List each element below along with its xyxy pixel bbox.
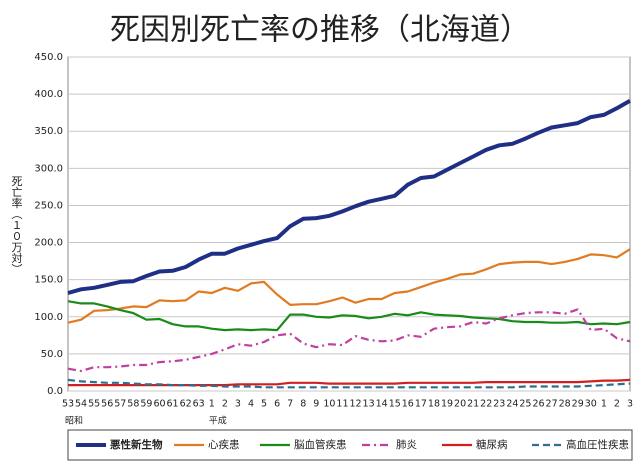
x-tick-label: 17: [415, 399, 427, 410]
x-tick-label: 2: [614, 399, 620, 410]
x-tick-label: 1: [209, 399, 215, 410]
y-tick-label: 150.0: [34, 275, 63, 286]
x-tick-label: 7: [287, 399, 293, 410]
x-tick-label: 59: [140, 399, 152, 410]
x-tick-label: 5: [261, 399, 267, 410]
x-tick-label: 25: [519, 399, 531, 410]
x-tick-label: 3: [235, 399, 241, 410]
x-tick-label: 60: [153, 399, 165, 410]
era-label: 昭和: [65, 416, 83, 427]
y-tick-label: 400.0: [34, 89, 63, 100]
x-tick-label: 26: [532, 399, 544, 410]
x-tick-label: 29: [572, 399, 584, 410]
y-tick-label: 250.0: [34, 200, 63, 211]
y-tick-label: 100.0: [34, 312, 63, 323]
x-tick-label: 18: [428, 399, 440, 410]
y-tick-label: 350.0: [34, 126, 63, 137]
x-tick-label: 6: [274, 399, 280, 410]
x-tick-label: 61: [167, 399, 179, 410]
legend-label: 糖尿病: [476, 438, 508, 451]
x-tick-label: 22: [480, 399, 492, 410]
series-line: [67, 378, 631, 389]
y-tick-label: 200.0: [34, 238, 63, 249]
x-tick-label: 28: [559, 399, 571, 410]
x-tick-label: 54: [75, 399, 87, 410]
chart-title: 死因別死亡率の推移（北海道）: [110, 13, 530, 48]
y-tick-label: 50.0: [41, 349, 63, 360]
x-tick-label: 56: [101, 399, 113, 410]
x-tick-label: 16: [402, 399, 414, 410]
era-label: 平成: [209, 415, 227, 427]
x-tick-label: 58: [127, 399, 139, 410]
legend-label: 心疾患: [208, 438, 240, 451]
x-tick-label: 3: [627, 399, 633, 410]
x-tick-label: 27: [546, 399, 558, 410]
y-axis-label: 死亡率（１０万対）: [10, 176, 23, 275]
x-tick-label: 2: [222, 399, 228, 410]
series-line: [67, 248, 631, 324]
legend-label: 肺炎: [396, 439, 417, 451]
x-tick-label: 20: [454, 399, 466, 410]
x-tick-label: 55: [88, 399, 100, 410]
series-line: [67, 308, 631, 373]
x-tick-label: 63: [193, 399, 205, 410]
x-tick-label: 24: [506, 399, 518, 410]
x-tick-label: 12: [349, 399, 361, 410]
x-tick-label: 14: [376, 399, 388, 410]
legend-label: 高血圧性疾患: [566, 438, 629, 451]
y-tick-label: 300.0: [34, 163, 63, 174]
x-tick-label: 23: [493, 399, 505, 410]
y-tick-label: 450.0: [34, 52, 63, 63]
y-tick-label: 0.0: [47, 386, 63, 397]
x-tick-label: 19: [441, 399, 453, 410]
x-tick-label: 15: [389, 399, 401, 410]
x-tick-label: 21: [467, 399, 479, 410]
x-tick-label: 4: [248, 399, 254, 410]
x-tick-label: 53: [62, 399, 74, 410]
x-tick-label: 62: [180, 399, 192, 410]
legend-label: 脳血管疾患: [294, 438, 347, 451]
series-line: [67, 99, 631, 295]
x-tick-label: 30: [585, 399, 597, 410]
x-tick-label: 8: [300, 399, 306, 410]
x-tick-label: 57: [114, 399, 126, 410]
x-tick-label: 13: [363, 399, 375, 410]
legend-label: 悪性新生物: [110, 438, 163, 451]
x-tick-label: 9: [313, 399, 319, 410]
series-line: [67, 300, 631, 332]
series-line: [68, 378, 631, 387]
x-tick-label: 10: [323, 399, 335, 410]
x-tick-label: 1: [601, 399, 607, 410]
x-tick-label: 11: [336, 399, 348, 410]
legend-box: [67, 429, 633, 461]
